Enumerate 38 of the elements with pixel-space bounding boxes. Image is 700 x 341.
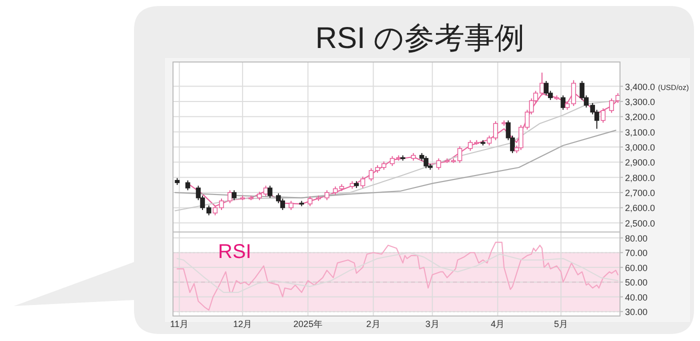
candlestick [360, 176, 366, 188]
x-tick-label: 5月 [554, 319, 568, 329]
candlestick [424, 156, 428, 169]
candlestick [185, 180, 190, 191]
series-label: RSI [218, 241, 252, 263]
x-tick-label: 4月 [490, 319, 505, 329]
x-tick-label: 11月 [170, 319, 188, 329]
x-tick-label: 3月 [425, 319, 440, 329]
y-tick-label: 60.00 [625, 262, 648, 273]
y-tick-label: 2,500.0 [625, 218, 656, 228]
y-tick-label: 3,100.0 [625, 127, 656, 138]
y-tick-label: 30.00 [625, 307, 648, 318]
candlestick [228, 190, 232, 204]
candlestick [560, 94, 566, 110]
candlestick [232, 190, 237, 201]
y-tick-label: 70.00 [625, 248, 648, 258]
line-series [174, 130, 616, 198]
y-tick-label: 80.00 [625, 233, 648, 244]
y-tick-label: 3,400.0 [625, 82, 656, 92]
chart-title: RSI の参考事例 [315, 22, 525, 55]
y-tick-label: 2,900.0 [625, 158, 656, 168]
candlestick [436, 158, 442, 170]
y-tick-label: 3,300.0 [625, 96, 656, 107]
y-tick-label: 3,200.0 [625, 112, 656, 122]
candlestick [268, 185, 272, 198]
x-tick-label: 2025年 [293, 319, 322, 329]
line-series [176, 242, 618, 311]
candlestick [600, 108, 606, 124]
y-tick-label: 2,600.0 [625, 203, 656, 214]
x-tick-label: 12月 [233, 319, 252, 329]
y-tick-label: 2,800.0 [625, 172, 656, 183]
y-tick-label: 40.00 [625, 292, 648, 302]
candlestick [324, 190, 330, 201]
y-tick-label: 2,700.0 [625, 188, 656, 198]
x-tick-label: 2月 [366, 319, 380, 329]
y-tick-label: 50.00 [625, 278, 648, 288]
candlestick [544, 80, 549, 96]
y-tick-label: 3,000.0 [625, 142, 656, 152]
